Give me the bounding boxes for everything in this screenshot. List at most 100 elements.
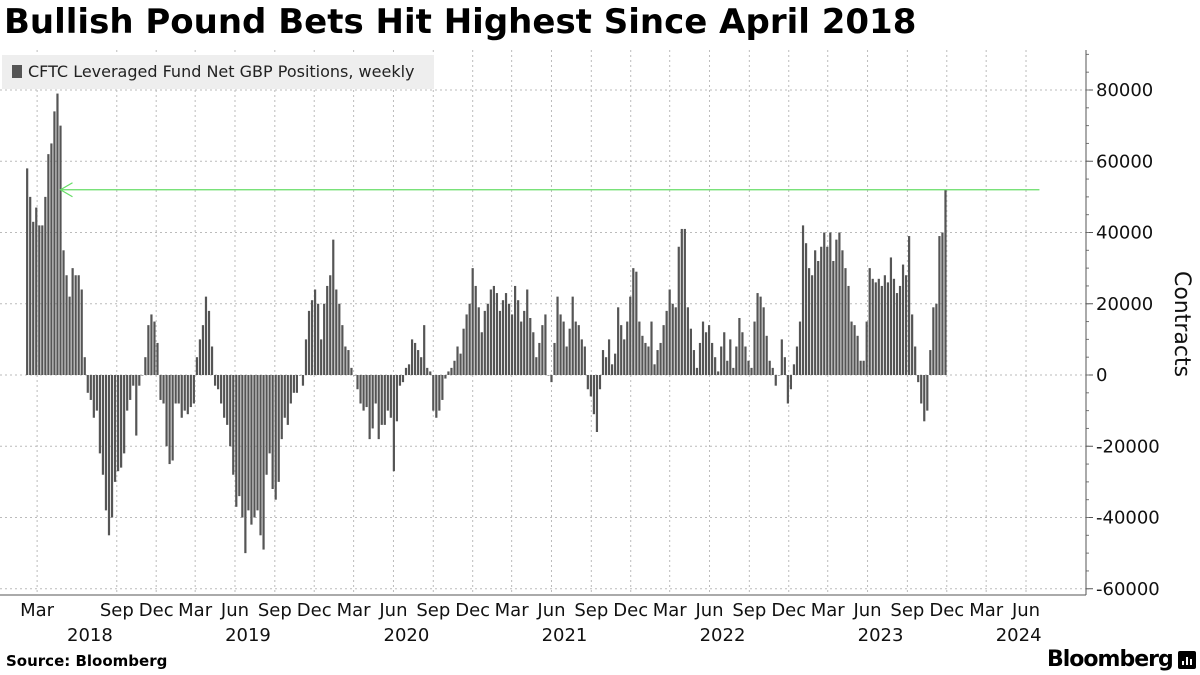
bar — [671, 303, 674, 375]
bar — [120, 375, 123, 468]
bar — [198, 339, 202, 376]
bar — [183, 375, 186, 411]
brand-logo: Bloomberg — [1047, 647, 1174, 672]
bar — [547, 375, 550, 376]
bar — [532, 332, 535, 375]
bar — [386, 375, 389, 411]
bar — [774, 375, 777, 386]
bar — [771, 367, 774, 376]
bar — [407, 364, 411, 375]
x-tick-label: Jun — [378, 600, 407, 621]
bar — [650, 321, 653, 375]
bar — [938, 236, 941, 375]
bar — [792, 364, 796, 375]
bar — [501, 300, 505, 375]
bar — [404, 367, 408, 376]
bar — [541, 325, 544, 376]
bar — [732, 367, 735, 376]
bar — [538, 342, 541, 375]
bar — [250, 375, 253, 525]
bar — [768, 360, 771, 375]
bar — [574, 321, 577, 375]
bar — [74, 275, 77, 375]
bar — [680, 228, 683, 375]
bar — [632, 268, 635, 376]
bar — [668, 289, 671, 375]
bar — [71, 268, 74, 376]
bar — [207, 310, 211, 376]
bar — [353, 375, 356, 376]
bar — [153, 321, 156, 375]
y-tick-label: -20000 — [1096, 436, 1160, 457]
bar — [456, 346, 459, 375]
bar — [129, 375, 132, 400]
y-tick-label: -60000 — [1096, 579, 1160, 600]
bar — [795, 346, 799, 375]
bar — [83, 357, 86, 375]
bar — [277, 375, 280, 482]
bar — [698, 342, 702, 375]
bar — [107, 375, 111, 536]
bar — [335, 289, 338, 375]
bar — [138, 375, 141, 386]
bar — [65, 275, 68, 375]
bar — [889, 257, 893, 375]
bar — [804, 243, 808, 375]
bar — [35, 207, 38, 375]
bar — [141, 375, 144, 376]
source-note: Source: Bloomberg — [6, 652, 168, 670]
bar — [283, 375, 286, 418]
bar — [720, 346, 723, 375]
bar — [892, 278, 896, 375]
bar — [901, 264, 905, 375]
bar — [192, 375, 195, 404]
bar — [656, 350, 659, 375]
bar — [356, 375, 359, 390]
x-tick-label: Jun — [852, 600, 881, 621]
bar — [883, 275, 886, 375]
bar — [480, 332, 483, 375]
bar — [59, 125, 62, 376]
bar — [465, 314, 468, 375]
bar — [926, 375, 929, 411]
bar — [210, 346, 214, 375]
bar — [835, 239, 838, 376]
bar — [607, 339, 611, 376]
bar — [735, 346, 738, 375]
bar — [941, 232, 944, 375]
bar — [116, 375, 120, 472]
bar — [95, 375, 98, 411]
bar — [550, 375, 553, 383]
bar — [292, 375, 295, 393]
bar — [423, 325, 426, 376]
bar — [174, 375, 177, 404]
bar — [653, 364, 656, 375]
x-tick-label: Mar — [811, 600, 846, 621]
bar — [780, 339, 783, 376]
bar — [844, 268, 847, 376]
bar — [911, 314, 914, 375]
bar — [859, 360, 862, 375]
bar — [144, 357, 147, 375]
legend-label: CFTC Leveraged Fund Net GBP Positions, w… — [28, 62, 415, 81]
bar — [801, 225, 805, 376]
bar — [659, 342, 662, 375]
bar — [92, 375, 95, 418]
bar — [908, 236, 911, 375]
bar — [847, 285, 850, 375]
bar — [856, 335, 859, 375]
x-tick-label: Sep — [574, 600, 608, 621]
y-tick-label: -40000 — [1096, 508, 1160, 529]
bar — [453, 360, 456, 375]
bar — [495, 293, 499, 375]
bar — [635, 271, 638, 375]
bar — [826, 246, 829, 375]
bar — [629, 296, 632, 376]
x-tick-label: Jun — [536, 600, 565, 621]
bar — [820, 246, 823, 375]
x-tick-label: Mar — [337, 600, 372, 621]
bar — [580, 339, 583, 376]
bar — [544, 314, 547, 375]
bar — [626, 321, 629, 375]
year-label: 2021 — [542, 625, 588, 646]
